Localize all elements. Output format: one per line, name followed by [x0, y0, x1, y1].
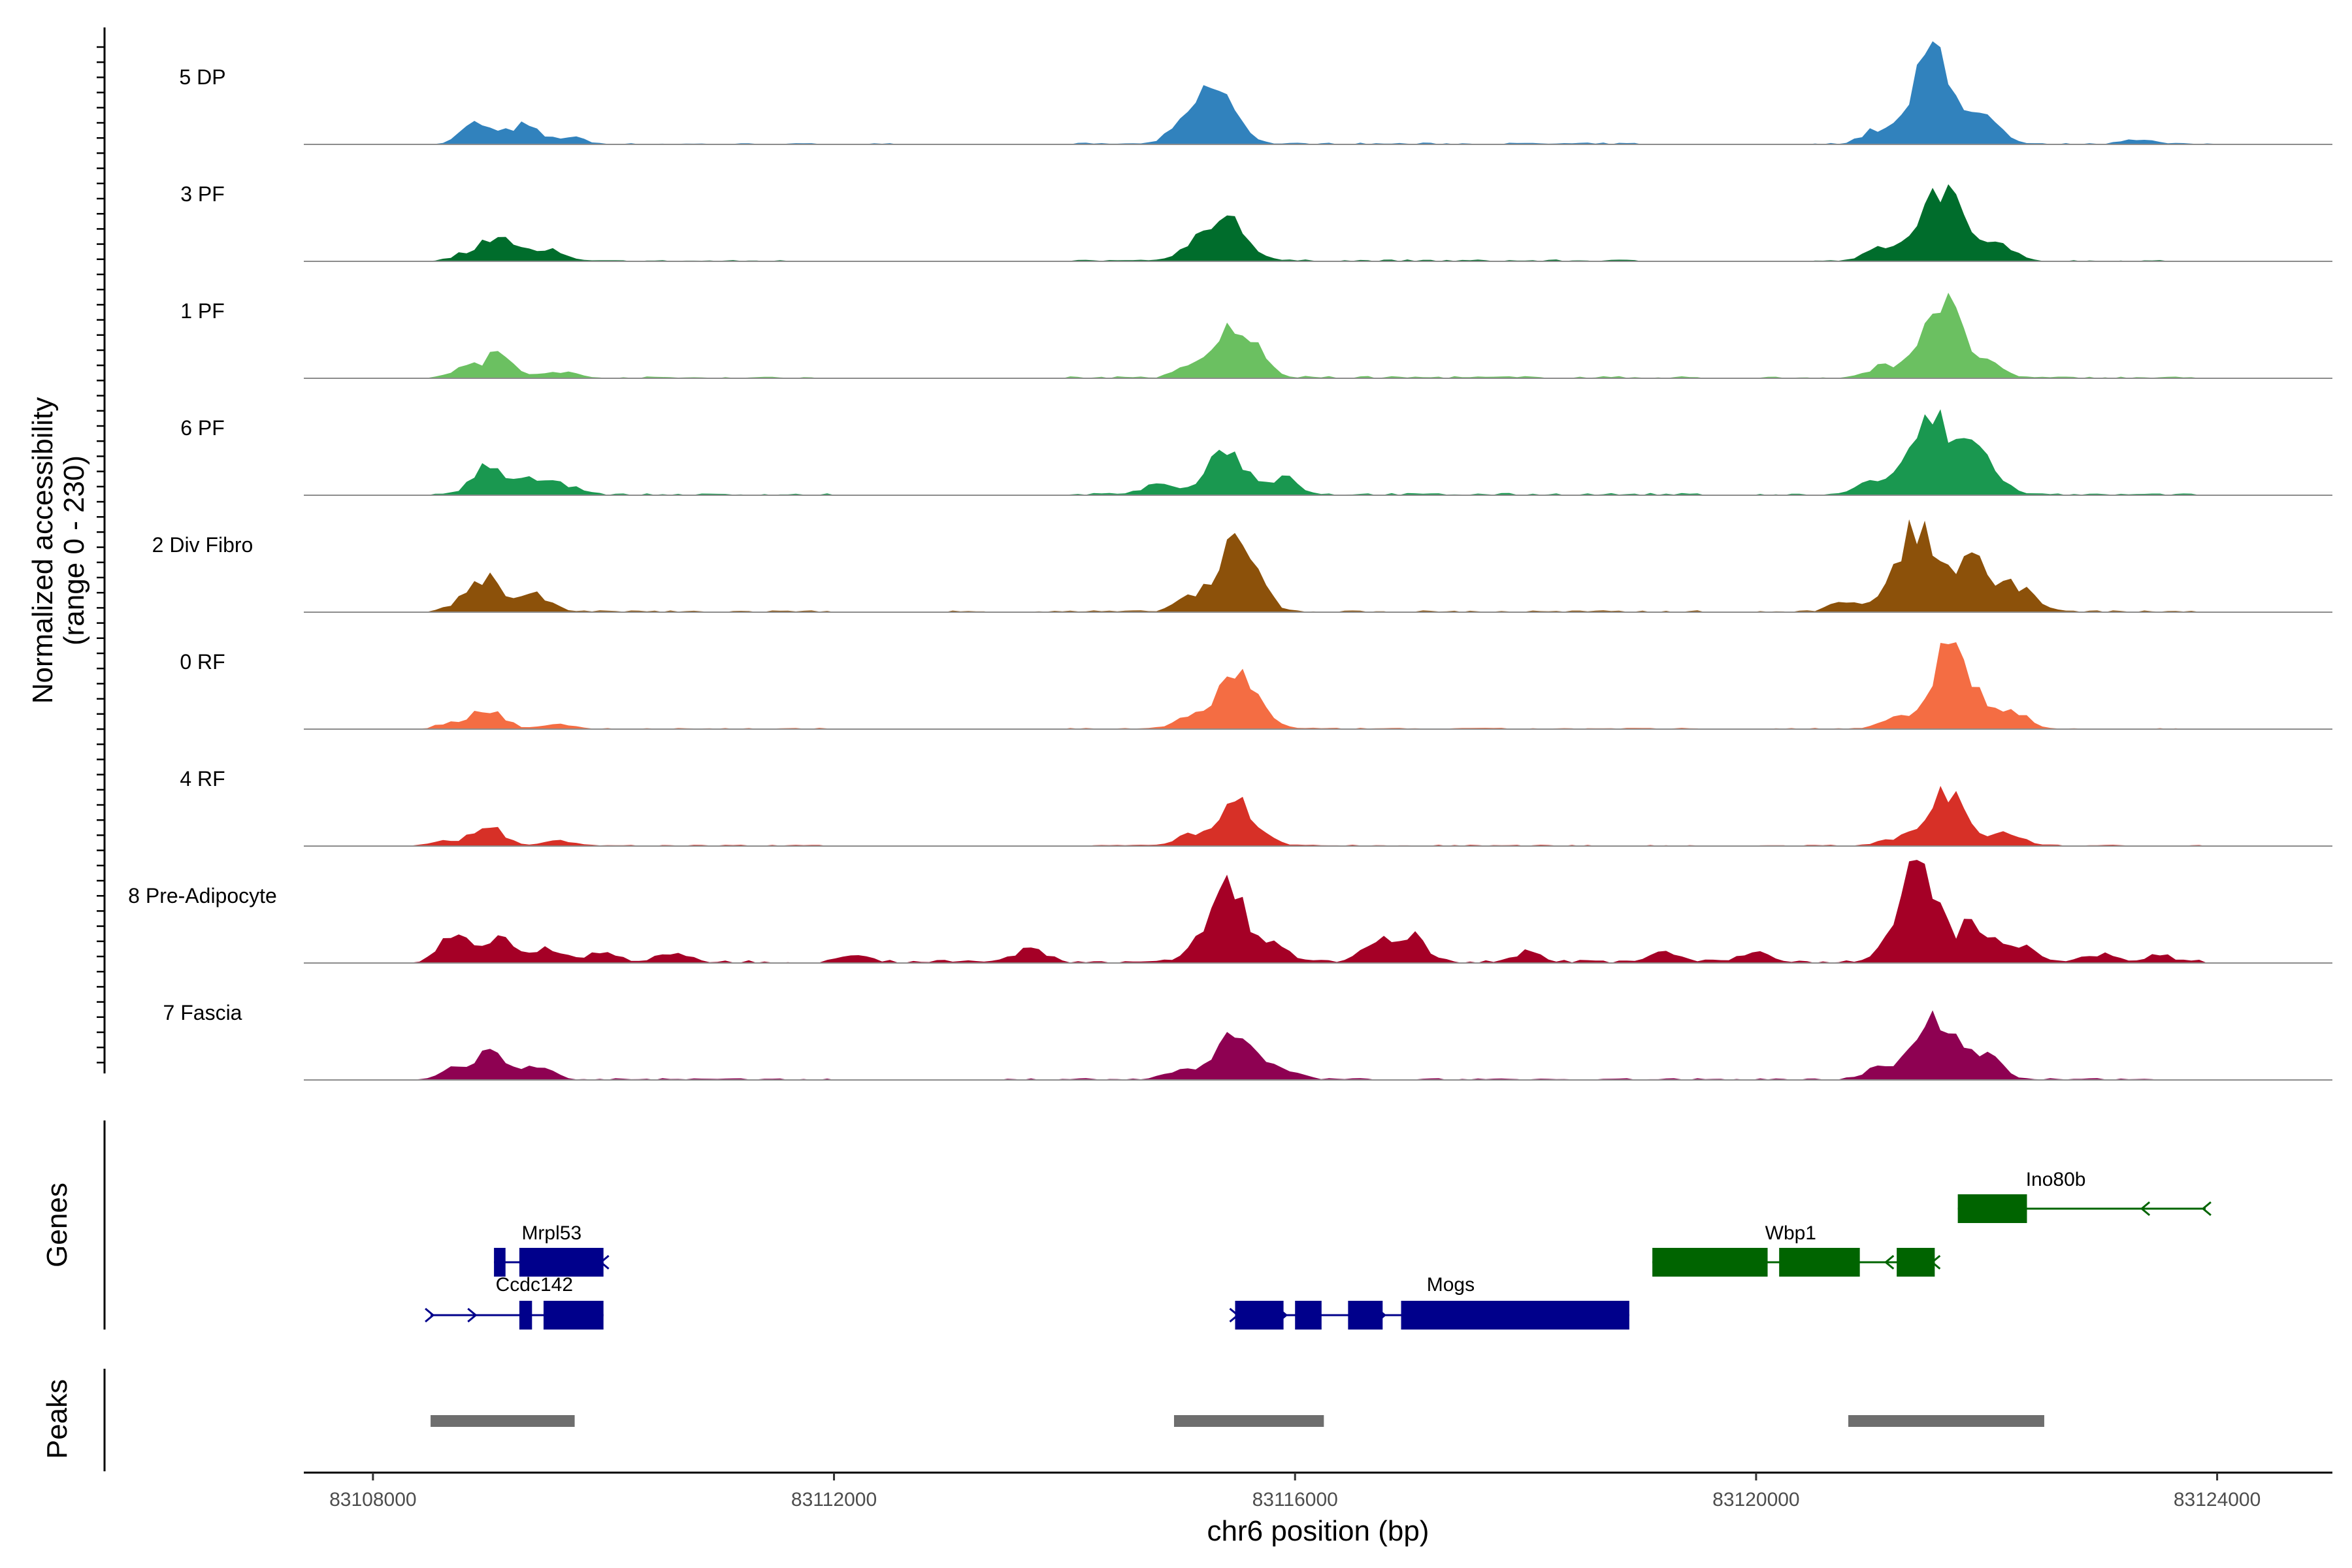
track-5-dp: 5 DP — [179, 41, 2332, 145]
peaks-track-label: Peaks — [41, 1379, 73, 1459]
gene-exon — [1779, 1248, 1860, 1277]
track-label: 3 PF — [180, 182, 225, 206]
gene-label: Mrpl53 — [521, 1222, 581, 1244]
gene-ino80b: Ino80b — [1957, 1169, 2212, 1223]
y-axis-title: Normalized accessibility — [27, 397, 59, 704]
gene-exon — [1295, 1301, 1322, 1330]
gene-wbp1: Wbp1 — [1652, 1222, 1941, 1277]
track-label: 0 RF — [180, 650, 225, 674]
track-6-pf: 6 PF — [180, 409, 2332, 496]
track-7-fascia: 7 Fascia — [163, 1001, 2332, 1081]
gene-mogs: Mogs — [1229, 1274, 1629, 1330]
gene-exon — [1235, 1301, 1284, 1330]
coverage-y-axis — [97, 27, 106, 1073]
gene-exon — [1957, 1194, 2027, 1223]
x-axis: 83108000 83112000 83116000 83120000 83124000 — [304, 1471, 2332, 1511]
track-label: 8 Pre-Adipocyte — [128, 884, 277, 907]
track-area — [396, 184, 2240, 261]
gene-exon — [519, 1248, 604, 1277]
gene-label: Ccdc142 — [496, 1274, 573, 1296]
track-area — [396, 519, 2240, 612]
genes-track: Mrpl53 Ccdc142 Mogs Wbp1 Ino80b — [425, 1169, 2212, 1330]
y-axis-range: (range 0 - 230) — [58, 455, 90, 645]
track-area — [396, 642, 2240, 729]
peak-region — [1848, 1415, 2044, 1427]
track-area — [396, 860, 2240, 963]
gene-ccdc142: Ccdc142 — [425, 1274, 604, 1330]
x-tick-label: 83120000 — [1712, 1489, 1799, 1511]
x-tick-label: 83112000 — [791, 1489, 877, 1511]
track-3-pf: 3 PF — [180, 182, 2332, 262]
gene-label: Wbp1 — [1765, 1222, 1816, 1244]
track-label: 1 PF — [180, 299, 225, 323]
gene-mrpl53: Mrpl53 — [494, 1222, 610, 1277]
peak-region — [431, 1415, 575, 1427]
strand-arrow — [425, 1307, 435, 1323]
track-1-pf: 1 PF — [180, 293, 2332, 379]
strand-arrow — [1884, 1254, 1895, 1270]
track-area — [396, 293, 2240, 378]
track-label: 6 PF — [180, 416, 225, 440]
track-label: 7 Fascia — [163, 1001, 242, 1024]
strand-arrow — [467, 1307, 478, 1323]
gene-exon — [1897, 1248, 1935, 1277]
x-axis-title: chr6 position (bp) — [1207, 1515, 1429, 1547]
track-area — [396, 1010, 2240, 1080]
track-area — [396, 785, 2240, 846]
gene-exon — [494, 1248, 506, 1277]
gene-exon — [1401, 1301, 1629, 1330]
track-0-rf: 0 RF — [180, 642, 2332, 730]
track-label: 5 DP — [179, 65, 225, 89]
x-tick-label: 83116000 — [1252, 1489, 1338, 1511]
peaks-track — [431, 1415, 2044, 1427]
gene-exon — [1348, 1301, 1383, 1330]
track-area — [396, 409, 2240, 495]
track-8-pre-adipocyte: 8 Pre-Adipocyte — [128, 860, 2332, 964]
track-4-rf: 4 RF — [180, 767, 2332, 847]
track-area — [396, 41, 2240, 144]
gene-exon — [519, 1301, 532, 1330]
gene-exon — [543, 1301, 604, 1330]
track-2-div-fibro: 2 Div Fibro — [152, 519, 2332, 613]
gene-exon — [1652, 1248, 1768, 1277]
strand-arrow — [2140, 1201, 2151, 1217]
accessibility-tracks: 5 DP 3 PF 1 PF 6 PF 2 Div Fibro 0 RF 4 RF 8 Pre… — [128, 41, 2332, 1081]
x-tick-label: 83108000 — [329, 1489, 416, 1511]
track-label: 2 Div Fibro — [152, 533, 253, 557]
track-label: 4 RF — [180, 767, 225, 791]
peak-region — [1173, 1415, 1324, 1427]
strand-arrow — [2201, 1201, 2212, 1217]
gene-label: Mogs — [1427, 1274, 1475, 1296]
gene-label: Ino80b — [2026, 1169, 2086, 1190]
x-tick-label: 83124000 — [2174, 1489, 2261, 1511]
genes-track-label: Genes — [41, 1183, 73, 1267]
